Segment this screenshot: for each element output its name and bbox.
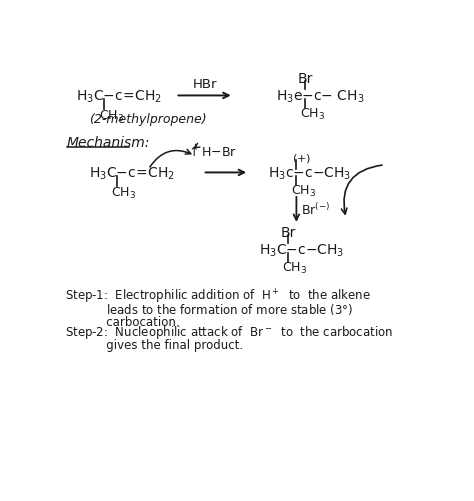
Text: CH$_3$: CH$_3$ [291, 184, 316, 199]
Text: H$_3$C$-$c$\!=\!$CH$_2$: H$_3$C$-$c$\!=\!$CH$_2$ [76, 88, 163, 104]
Text: Br$^{(-)}$: Br$^{(-)}$ [301, 202, 330, 218]
FancyArrowPatch shape [341, 166, 382, 214]
Text: gives the final product.: gives the final product. [65, 339, 244, 352]
Text: Br: Br [281, 226, 296, 240]
Text: Br: Br [298, 72, 313, 86]
Text: $\uparrow$H$-$Br: $\uparrow$H$-$Br [186, 145, 237, 158]
Text: Step-2:  Nucleophilic attack of  Br$^-$  to  the carbocation: Step-2: Nucleophilic attack of Br$^-$ to… [65, 324, 393, 341]
Text: H$_3$c$-$c$-$CH$_3$: H$_3$c$-$c$-$CH$_3$ [268, 165, 352, 181]
Text: H$_3$e$-$c$-$ CH$_3$: H$_3$e$-$c$-$ CH$_3$ [276, 88, 365, 104]
Text: H$_3$C$-$c$-$CH$_3$: H$_3$C$-$c$-$CH$_3$ [259, 242, 345, 258]
Text: CH$_3$: CH$_3$ [99, 109, 124, 124]
FancyArrowPatch shape [195, 144, 200, 148]
Text: CH$_3$: CH$_3$ [111, 185, 137, 200]
Text: Mechanism:: Mechanism: [67, 135, 150, 149]
Text: leads to the formation of more stable (3$\degree$): leads to the formation of more stable (3… [65, 302, 354, 317]
Text: H$_3$C$-$c$\!=\!$CH$_2$: H$_3$C$-$c$\!=\!$CH$_2$ [89, 165, 175, 181]
Text: CH$_3$: CH$_3$ [283, 261, 308, 276]
FancyArrowPatch shape [150, 150, 191, 168]
Text: carbocation.: carbocation. [65, 316, 180, 329]
Text: (2-methylpropene): (2-methylpropene) [89, 113, 206, 126]
Text: $(+)$: $(+)$ [292, 151, 311, 164]
Text: Step-1:  Electrophilic addition of  H$^+$  to  the alkene: Step-1: Electrophilic addition of H$^+$ … [65, 287, 371, 305]
Text: HBr: HBr [192, 78, 217, 91]
Text: CH$_3$: CH$_3$ [300, 107, 325, 122]
